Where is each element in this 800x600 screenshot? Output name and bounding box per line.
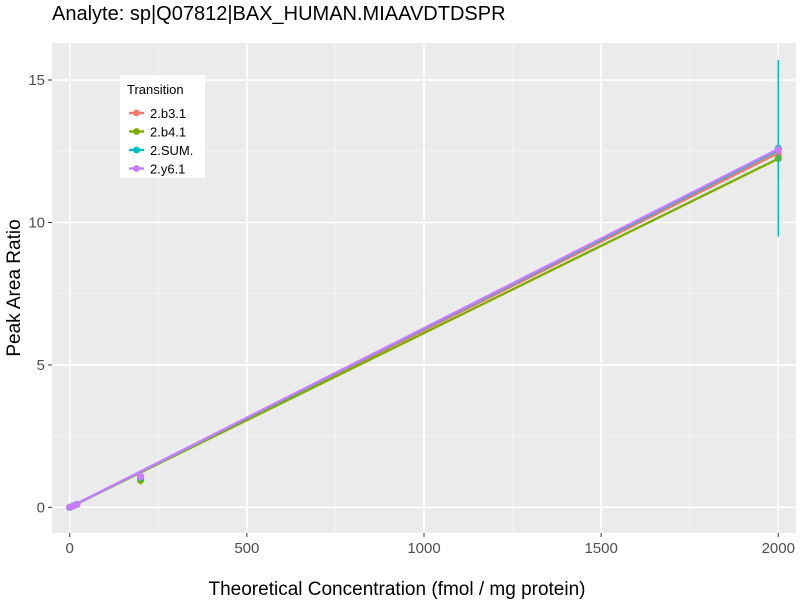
legend-key-point bbox=[133, 165, 140, 172]
legend-key-point bbox=[133, 109, 140, 117]
axis-layer: 0 500 1000 1500 2000 0 5 10 15 bbox=[28, 72, 795, 557]
x-tick-label: 1000 bbox=[407, 540, 440, 557]
y-tick-label: 10 bbox=[28, 214, 45, 231]
x-tick-label: 2000 bbox=[762, 540, 795, 557]
fit-line-1 bbox=[69, 157, 779, 509]
legend-label: 2.SUM. bbox=[150, 143, 193, 158]
fit-line-3 bbox=[69, 147, 779, 509]
grid-layer bbox=[52, 43, 796, 533]
y-tick-label: 0 bbox=[37, 499, 45, 516]
legend-key-point bbox=[133, 128, 140, 135]
x-tick-label: 0 bbox=[66, 540, 74, 557]
x-axis-title: Theoretical Concentration (fmol / mg pro… bbox=[209, 579, 586, 600]
data-point bbox=[136, 472, 145, 481]
legend-label: 2.y6.1 bbox=[150, 162, 185, 177]
legend-title: Transition bbox=[127, 82, 184, 97]
y-tick-label: 5 bbox=[37, 357, 45, 374]
series-layer bbox=[66, 60, 782, 511]
legend-label: 2.b4.1 bbox=[150, 125, 186, 140]
legend-label: 2.b3.1 bbox=[150, 106, 186, 121]
legend-box bbox=[120, 75, 205, 178]
legend-key-point bbox=[133, 146, 140, 154]
data-point bbox=[73, 500, 81, 509]
chart-title: Analyte: sp|Q07812|BAX_HUMAN.MIAAVDTDSPR bbox=[52, 3, 506, 25]
data-point bbox=[774, 146, 782, 154]
x-tick-label: 500 bbox=[234, 540, 259, 557]
x-tick-label: 1500 bbox=[584, 540, 617, 557]
y-tick-label: 15 bbox=[28, 72, 45, 89]
y-axis-title: Peak Area Ratio bbox=[4, 219, 25, 356]
legend: Transition 2.b3.1 2.b4.1 2.SUM. 2.y6.1 bbox=[120, 75, 205, 178]
